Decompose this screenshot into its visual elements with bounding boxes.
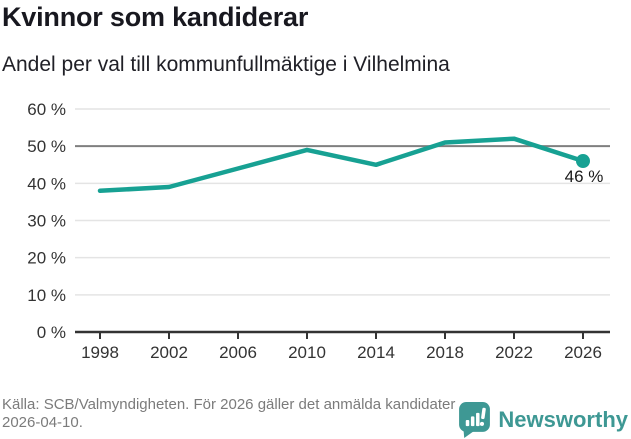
end-point-label: 46 % [565, 167, 604, 186]
x-tick-label: 2022 [495, 343, 533, 362]
data-line [97, 136, 586, 194]
y-tick-label: 40 % [27, 174, 66, 193]
newsworthy-logo[interactable]: Newsworthy [458, 401, 628, 438]
y-tick-label: 10 % [27, 286, 66, 305]
x-tick-label: 2002 [150, 343, 188, 362]
newsworthy-wordmark: Newsworthy [498, 406, 628, 432]
y-tick-label: 20 % [27, 249, 66, 268]
y-tick-label: 60 % [27, 100, 66, 119]
y-tick-label: 0 % [37, 323, 66, 342]
x-tick-label: 1998 [81, 343, 119, 362]
chart-subtitle: Andel per val till kommunfullmäktige i V… [2, 53, 450, 76]
y-tick-label: 50 % [27, 137, 66, 156]
y-tick-label: 30 % [27, 212, 66, 231]
x-tick-label: 2018 [426, 343, 464, 362]
line-chart: 0 % 10 % 20 % 30 % 40 % 50 % 60 % 1998 2002 2006 2… [27, 100, 610, 362]
chart-title: Kvinnor som kandiderar [2, 2, 309, 32]
source-note: Källa: SCB/Valmyndigheten. För 2026 gäll… [2, 396, 456, 431]
end-point-marker [576, 154, 590, 169]
x-tick-label: 2010 [288, 343, 326, 362]
newsworthy-icon [459, 402, 491, 438]
x-tick-label: 2014 [357, 343, 395, 362]
x-tick-label: 2026 [564, 343, 602, 362]
x-tick-label: 2006 [219, 343, 257, 362]
